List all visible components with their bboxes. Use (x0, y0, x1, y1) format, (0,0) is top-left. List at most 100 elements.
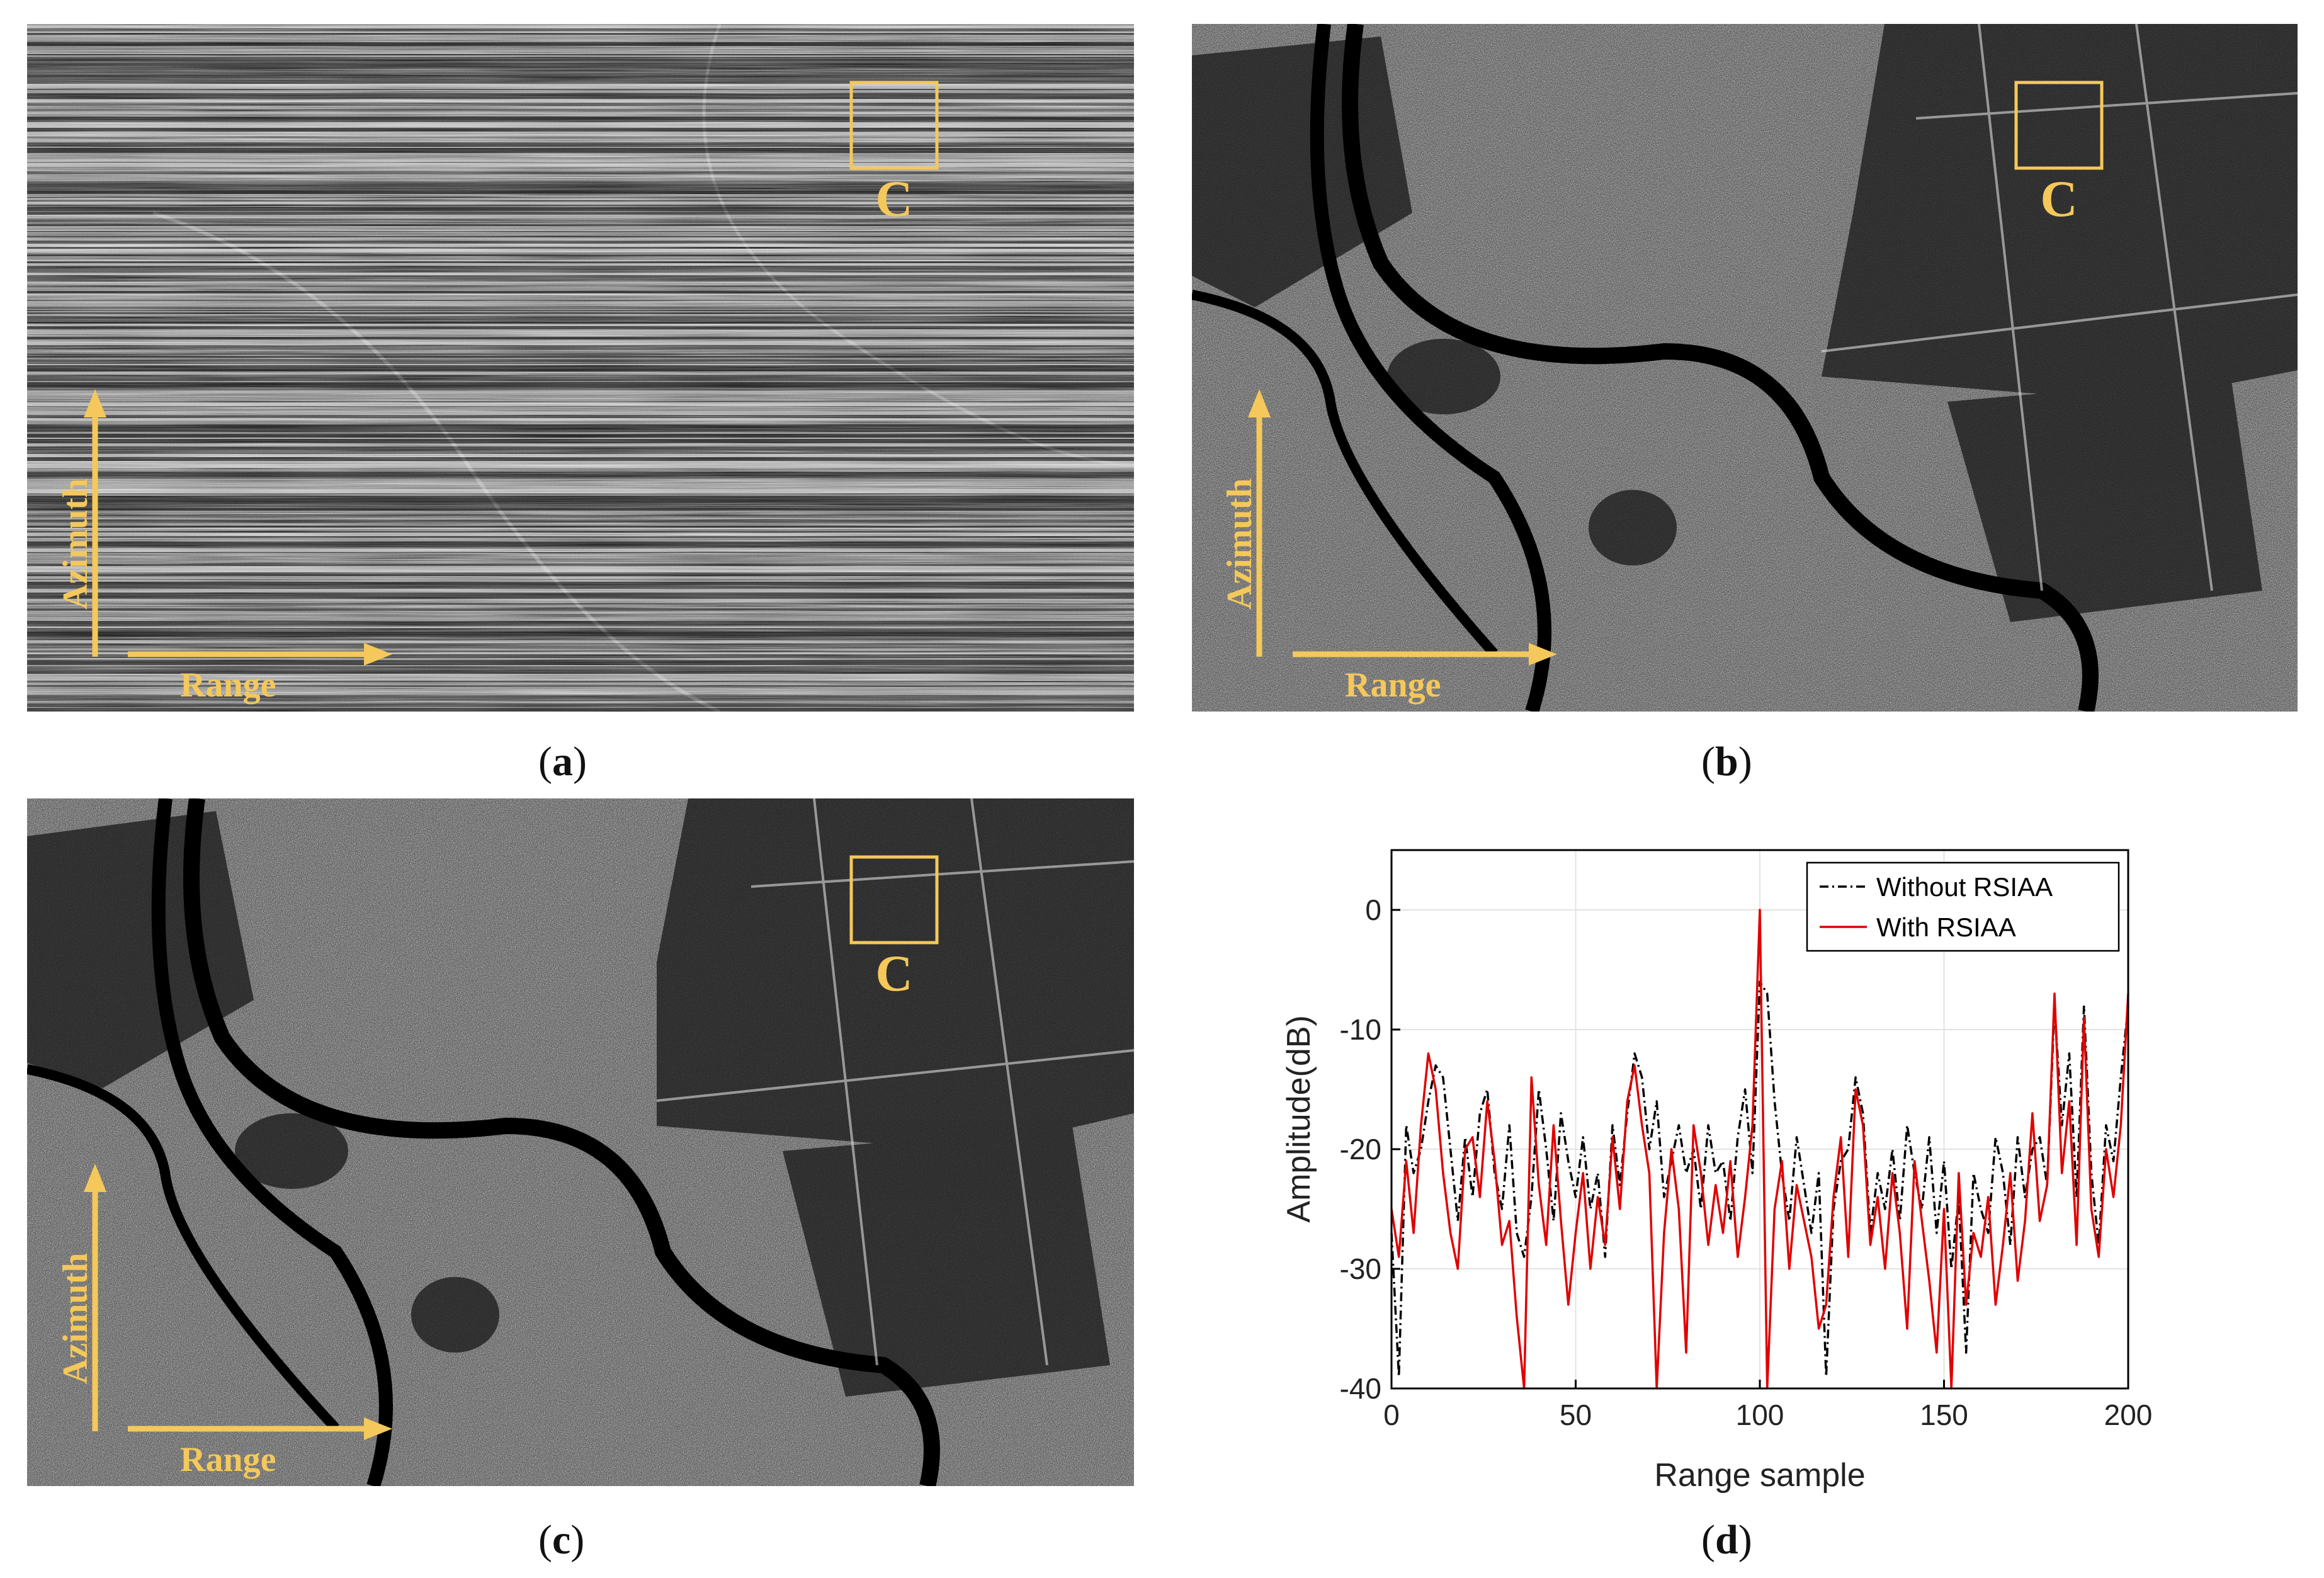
stripe (27, 533, 1134, 536)
y-tick-label: -30 (1340, 1252, 1381, 1285)
stripe (27, 241, 1134, 243)
stripe (27, 531, 1134, 533)
stripe (27, 528, 1134, 529)
stripe (27, 301, 1134, 305)
stripe (27, 407, 1134, 411)
stripe (27, 493, 1134, 494)
stripe (27, 508, 1134, 511)
stripe (27, 579, 1134, 580)
stripe (27, 71, 1134, 73)
stripe (27, 263, 1134, 266)
stripe (27, 80, 1134, 84)
stripe (27, 167, 1134, 169)
stripe (27, 387, 1134, 389)
stripe (27, 640, 1134, 644)
stripe (27, 230, 1134, 231)
stripe (27, 128, 1134, 132)
stripe (27, 520, 1134, 523)
stripe (27, 112, 1134, 114)
y-tick-label: -40 (1340, 1372, 1381, 1405)
stripe (27, 300, 1134, 301)
stripe (27, 671, 1134, 673)
stripe (27, 244, 1134, 247)
stripe (27, 518, 1134, 519)
stripe (27, 54, 1134, 55)
stripe (27, 111, 1134, 112)
stripe (27, 40, 1134, 42)
stripe (27, 389, 1134, 390)
stripe (27, 625, 1134, 627)
stripe (27, 654, 1134, 658)
stripe (27, 552, 1134, 553)
stripe (27, 65, 1134, 69)
stripe (27, 334, 1134, 337)
caption-c: (c) (538, 1517, 585, 1563)
sar-image-panel-b: C Azimuth Range (1192, 24, 2298, 712)
stripe (27, 219, 1134, 220)
stripe (27, 511, 1134, 512)
stripe (27, 307, 1134, 309)
stripe (27, 365, 1134, 369)
sar-image-c (27, 798, 1134, 1486)
stripe (27, 542, 1134, 545)
stripe (27, 685, 1134, 687)
stripe (27, 84, 1134, 86)
caption-letter: c (552, 1517, 571, 1563)
stripe (27, 157, 1134, 159)
stripe (27, 206, 1134, 207)
stripe (27, 194, 1134, 197)
stripe (27, 75, 1134, 77)
stripe (27, 204, 1134, 205)
stripe (27, 28, 1134, 31)
stripe (27, 86, 1134, 89)
stripe (27, 406, 1134, 407)
stripe (27, 345, 1134, 347)
stripe (27, 687, 1134, 690)
caption-letter: a (552, 739, 573, 785)
stripe (27, 207, 1134, 211)
stripe (27, 628, 1134, 632)
stripe (27, 634, 1134, 637)
stripe (27, 382, 1134, 385)
stripe (27, 273, 1134, 275)
stripe (27, 665, 1134, 666)
stripe (27, 36, 1134, 40)
stripe (27, 649, 1134, 650)
stripe (27, 147, 1134, 148)
stripe (27, 231, 1134, 232)
stripe (27, 320, 1134, 322)
stripe (27, 254, 1134, 256)
stripe (27, 62, 1134, 65)
stripe (27, 684, 1134, 685)
caption-letter: b (1715, 739, 1738, 785)
stripe (27, 605, 1134, 608)
stripe (27, 439, 1134, 440)
stripe (27, 617, 1134, 621)
stripe (27, 149, 1134, 153)
stripe (27, 243, 1134, 244)
stripe (27, 285, 1134, 287)
stripe (27, 89, 1134, 90)
stripe (27, 536, 1134, 538)
stripe (27, 494, 1134, 496)
stripe (27, 496, 1134, 499)
stripe (27, 291, 1134, 293)
stripe (27, 658, 1134, 660)
stripe (27, 428, 1134, 432)
y-tick-label: -20 (1340, 1133, 1381, 1166)
stripe (27, 42, 1134, 46)
stripe (27, 576, 1134, 579)
stripe (27, 475, 1134, 477)
stripe (27, 632, 1134, 634)
stripe (27, 418, 1134, 421)
stripe (27, 486, 1134, 489)
sar-image-a (27, 24, 1134, 712)
stripe (27, 236, 1134, 237)
stripe (27, 457, 1134, 461)
stripe (27, 424, 1134, 428)
stripe (27, 341, 1134, 345)
stripe (27, 519, 1134, 520)
stripe (27, 523, 1134, 526)
stripe (27, 163, 1134, 167)
stripe (27, 545, 1134, 547)
